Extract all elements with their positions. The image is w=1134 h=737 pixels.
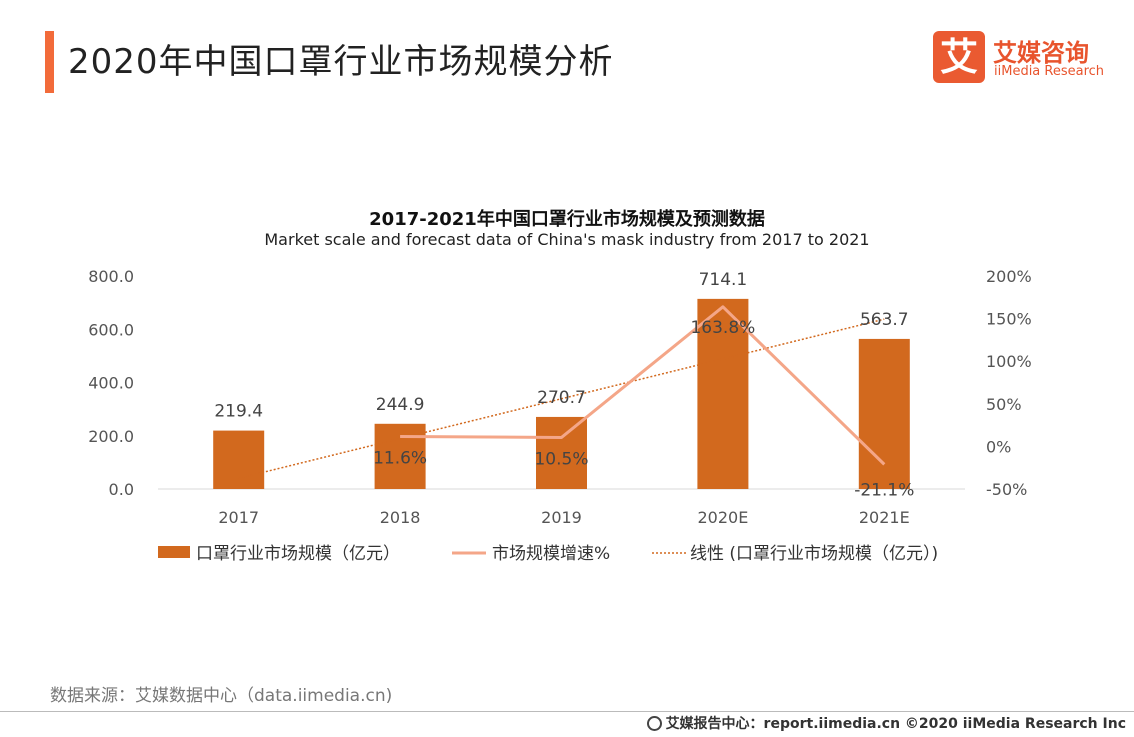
footer-divider (0, 711, 1134, 712)
y-left-tick-label: 800.0 (88, 267, 134, 286)
legend-swatch-bar (158, 546, 190, 558)
title-accent-bar (45, 31, 54, 93)
chart-title: 2017-2021年中国口罩行业市场规模及预测数据 (369, 209, 765, 230)
bar-data-label: 219.4 (214, 402, 263, 422)
y-left-tick-label: 600.0 (88, 320, 134, 339)
y-left-tick-label: 0.0 (109, 480, 134, 499)
bar-data-label: 270.7 (537, 388, 586, 408)
y-right-tick-label: 150% (986, 310, 1032, 329)
y-left-tick-label: 200.0 (88, 427, 134, 446)
bar-data-label: 244.9 (376, 395, 425, 415)
bar-data-label: 714.1 (699, 270, 748, 290)
bar-market-scale (536, 416, 587, 489)
x-tick-label: 2021E (859, 508, 910, 527)
brand-logo: 艾 艾媒咨询 iiMedia Research (933, 31, 1113, 85)
chart-subtitle: Market scale and forecast data of China'… (264, 230, 870, 249)
line-growth-rate (400, 305, 886, 466)
bar-market-scale (858, 338, 910, 489)
legend-label-trend: 线性 (口罩行业市场规模（亿元）) (690, 544, 938, 564)
bar-market-scale (697, 298, 749, 489)
legend-label-bar: 口罩行业市场规模（亿元） (196, 544, 400, 564)
footer-text: 艾媒报告中心：report.iimedia.cn ©2020 iiMedia R… (665, 716, 1126, 732)
growth-data-label: -21.1% (854, 480, 914, 500)
globe-icon (646, 716, 662, 731)
y-left-tick-label: 400.0 (88, 374, 134, 393)
growth-data-label: 11.6% (373, 449, 427, 469)
x-tick-label: 2018 (380, 508, 421, 527)
x-tick-label: 2019 (541, 508, 582, 527)
data-source: 数据来源：艾媒数据中心（data.iimedia.cn) (50, 686, 393, 706)
footer: 艾媒报告中心：report.iimedia.cn ©2020 iiMedia R… (646, 713, 1126, 733)
y-right-tick-label: 0% (986, 437, 1011, 456)
logo-name-en: iiMedia Research (994, 64, 1105, 79)
growth-data-label: 163.8% (690, 318, 755, 338)
growth-data-label: 10.5% (534, 449, 588, 469)
legend-label-line: 市场规模增速% (492, 544, 610, 564)
y-right-tick-label: 200% (986, 267, 1032, 286)
x-tick-label: 2017 (218, 508, 259, 527)
y-right-tick-label: -50% (986, 480, 1027, 499)
bar-market-scale (374, 423, 426, 489)
x-tick-label: 2020E (697, 508, 748, 527)
y-right-tick-label: 50% (986, 395, 1022, 414)
logo-name-cn: 艾媒咨询 (993, 39, 1089, 67)
bar-data-label: 563.7 (860, 310, 909, 330)
y-right-tick-label: 100% (986, 352, 1032, 371)
page-title: 2020年中国口罩行业市场规模分析 (68, 42, 614, 82)
logo-mark-icon: 艾 (933, 31, 985, 83)
trendline-market-scale (238, 318, 885, 480)
bar-market-scale (213, 430, 265, 489)
